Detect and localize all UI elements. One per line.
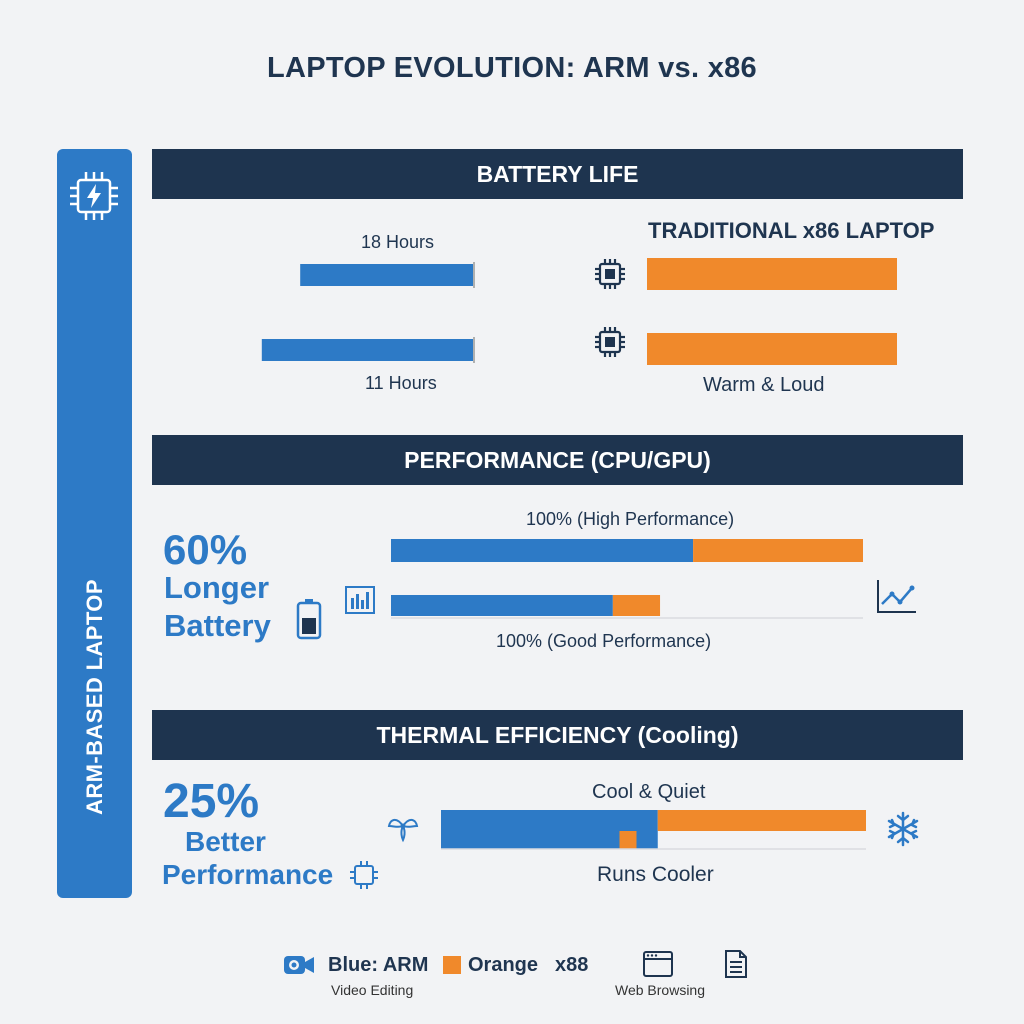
cpu-chip-icon [347, 858, 381, 892]
thermal-stat-line1: Better [185, 826, 266, 857]
cpu-chip-icon [592, 324, 628, 360]
x86-performance-bar [612, 595, 661, 616]
x86-battery-bar [647, 333, 897, 365]
arm-battery-bar [261, 339, 473, 361]
thermal-section-header: THERMAL EFFICIENCY (Cooling) [152, 710, 963, 760]
snowflake-icon [884, 810, 922, 848]
legend-arm: Blue: ARM [328, 954, 429, 976]
thermal-label-top: Cool & Quiet [592, 781, 706, 803]
legend-x86-swatch [443, 956, 461, 974]
arm-performance-bar [391, 595, 613, 616]
cpu-chip-icon [592, 256, 628, 292]
arm-side-bar [57, 149, 132, 898]
browser-window-icon [643, 951, 673, 977]
battery-stat-line2: Battery [164, 608, 271, 643]
thermal-stat-line2: Performance [162, 859, 334, 890]
battery-section-header: BATTERY LIFE [152, 149, 963, 199]
perf-label-bottom: 100% (Good Performance) [496, 631, 712, 651]
page-title: LAPTOP EVOLUTION: ARM vs. x86 [267, 52, 757, 84]
perf-label-top: 100% (High Performance) [526, 509, 735, 529]
arm-battery-bar [300, 264, 473, 286]
legend-sub-right: Web Browsing [615, 982, 706, 998]
video-camera-icon [283, 954, 315, 976]
battery-stat-value: 60% [163, 526, 248, 573]
fan-icon [386, 812, 420, 843]
x86-battery-bar [647, 258, 897, 290]
thermal-stat-value: 25% [163, 775, 260, 828]
thermal-label-bottom: Runs Cooler [597, 863, 714, 886]
x86-title: TRADITIONAL x86 LAPTOP [648, 218, 935, 243]
document-icon [724, 949, 748, 979]
x86-thermal-bar [657, 810, 866, 831]
arm-battery-label-1: 18 Hours [361, 232, 435, 252]
x86-battery-note: Warm & Loud [703, 374, 825, 396]
arm-battery-label-2: 11 Hours [365, 373, 437, 393]
x86-performance-bar [693, 539, 863, 562]
legend-x86-code: x88 [555, 954, 589, 976]
arm-performance-bar [391, 539, 694, 562]
performance-section-header: PERFORMANCE (CPU/GPU) [152, 435, 963, 485]
x86-thermal-bar-small [619, 831, 637, 849]
battery-stat-line1: Longer [164, 570, 270, 605]
legend-x86-word: Orange [468, 954, 539, 976]
chip-bolt-icon [66, 168, 122, 224]
battery-icon [296, 598, 322, 640]
legend-sub-left: Video Editing [331, 982, 414, 998]
line-chart-icon [876, 578, 918, 614]
bar-chart-icon [345, 586, 375, 614]
